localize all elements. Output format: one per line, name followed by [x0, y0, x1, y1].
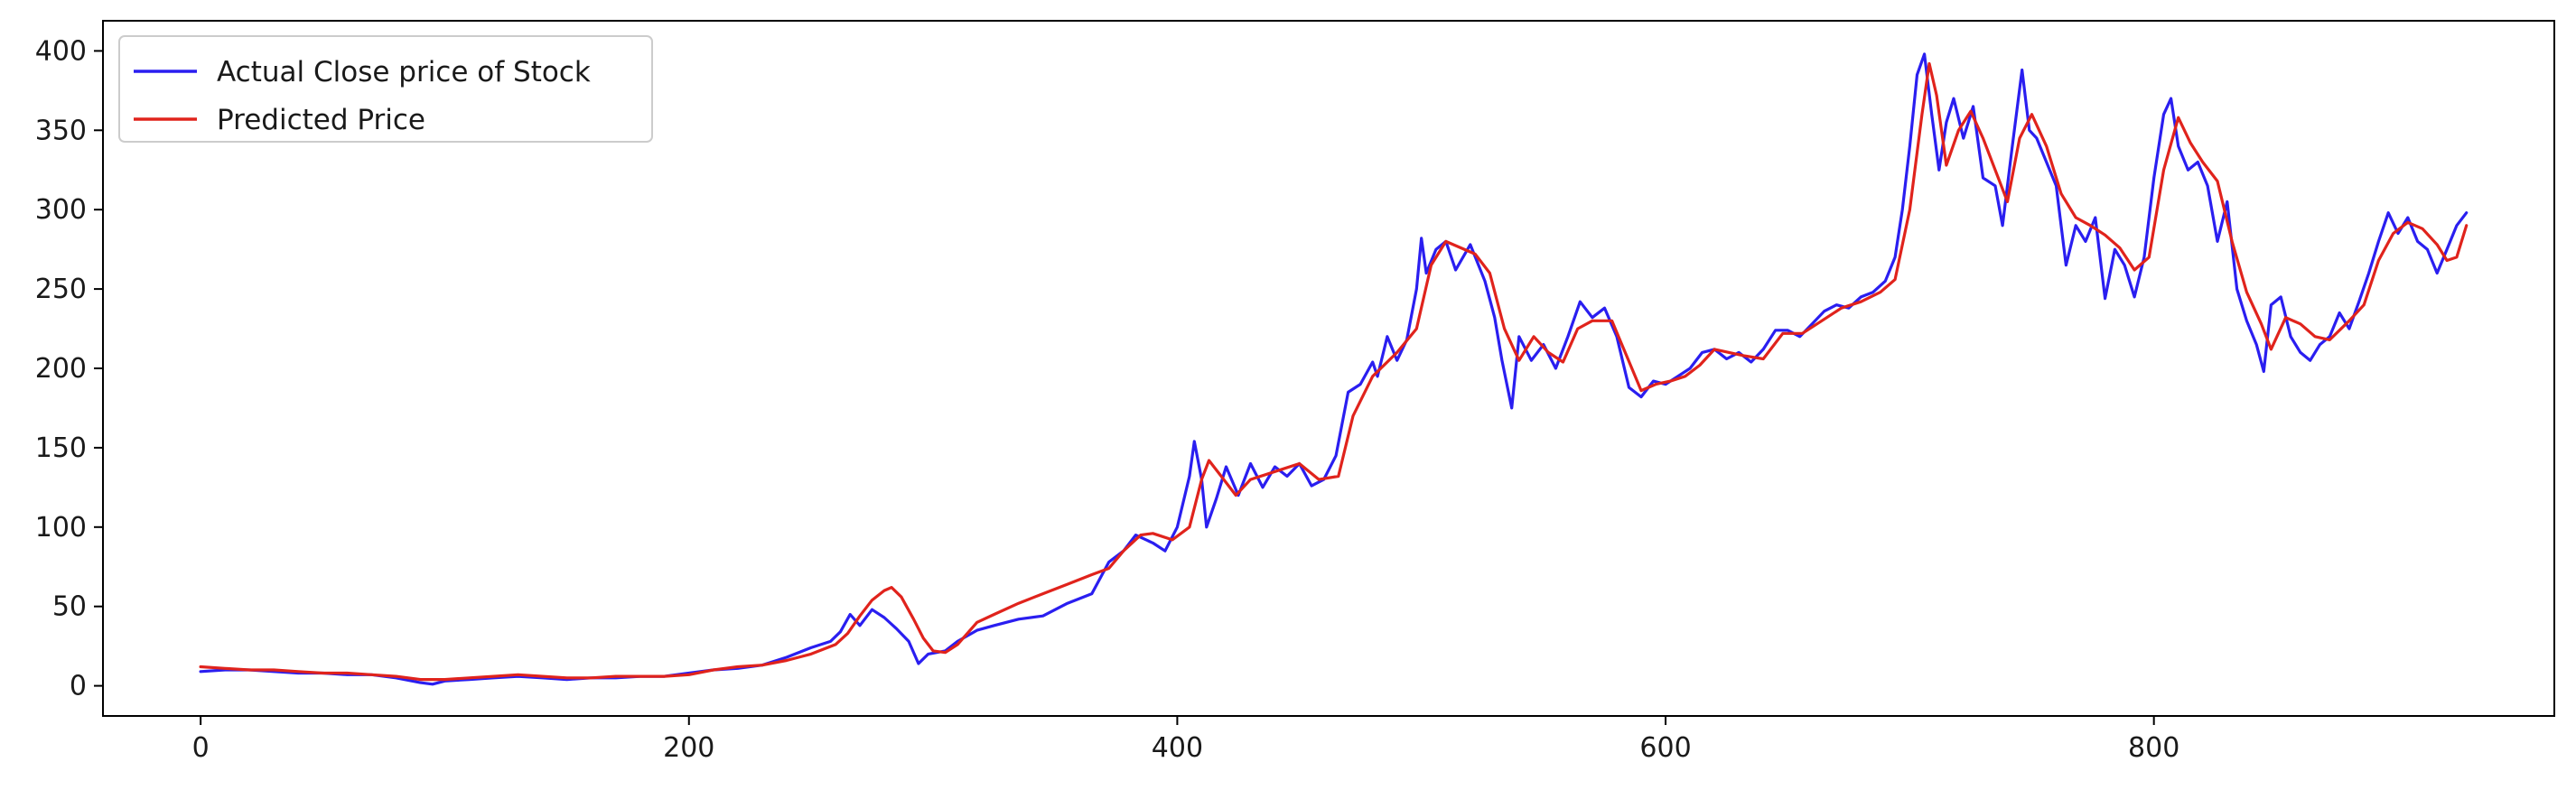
x-axis: 0 200 400 600 800 — [192, 716, 2180, 764]
y-tick-label: 350 — [35, 115, 87, 146]
y-tick-label: 100 — [35, 512, 87, 544]
series-line-predicted — [201, 64, 2467, 680]
y-tick-label: 300 — [35, 194, 87, 226]
y-tick-label: 0 — [70, 671, 87, 702]
y-tick-label: 400 — [35, 35, 87, 67]
x-tick-label: 400 — [1152, 732, 1203, 764]
y-axis: 0 50 100 150 200 250 300 350 400 — [35, 35, 103, 702]
y-tick-label: 150 — [35, 432, 87, 464]
y-tick-label: 50 — [52, 591, 87, 623]
legend: Actual Close price of Stock Predicted Pri… — [119, 36, 652, 142]
legend-label: Actual Close price of Stock — [217, 56, 591, 88]
legend-label: Predicted Price — [217, 104, 425, 136]
x-tick-label: 600 — [1639, 732, 1691, 764]
series-line-actual — [201, 54, 2467, 684]
x-tick-label: 800 — [2128, 732, 2179, 764]
y-tick-label: 200 — [35, 353, 87, 385]
x-tick-label: 0 — [192, 732, 210, 764]
x-tick-label: 200 — [663, 732, 714, 764]
y-tick-label: 250 — [35, 274, 87, 305]
